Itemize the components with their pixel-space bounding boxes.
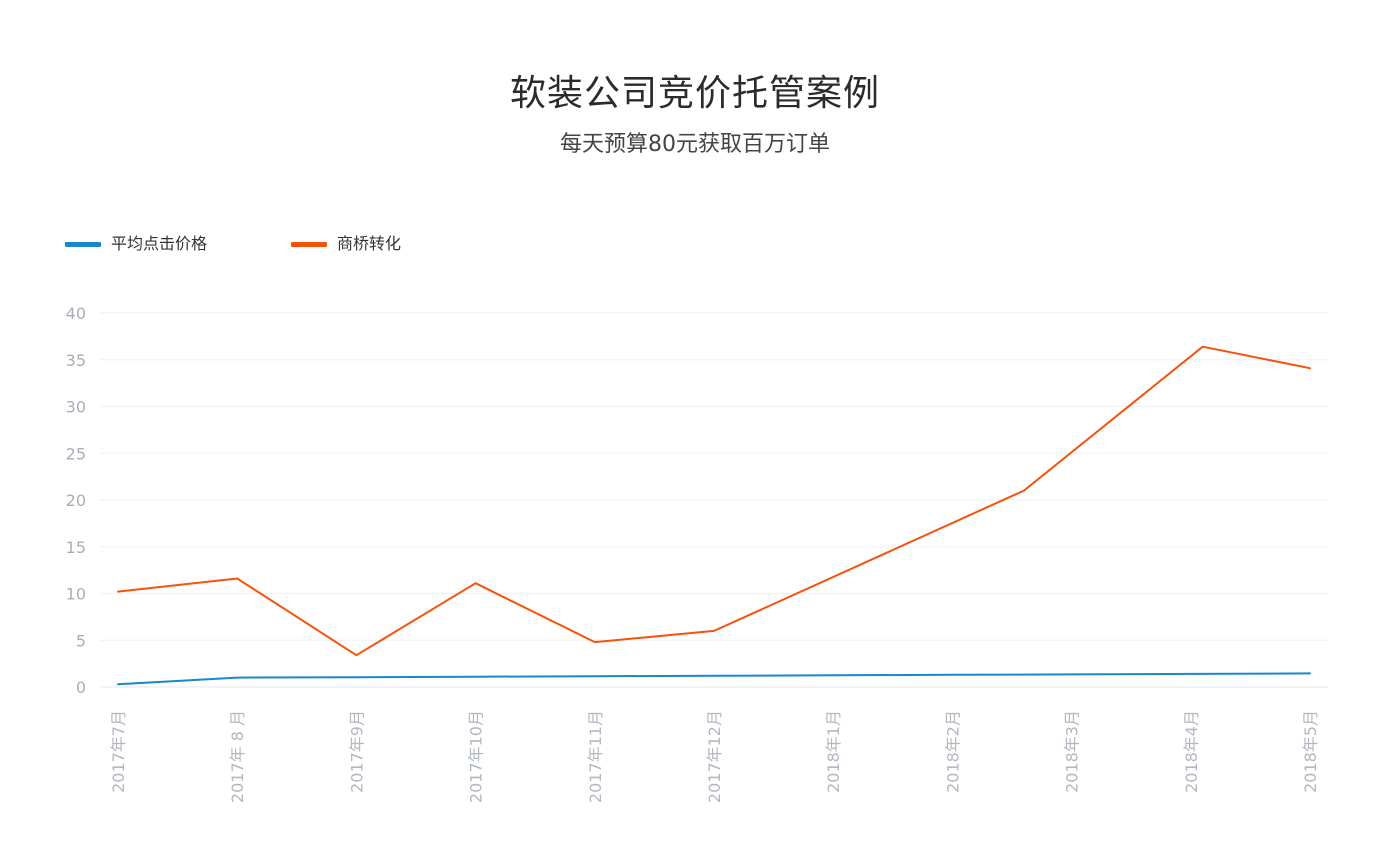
y-axis-labels: 0 5 10 15 20 25 30 35 40 [66,304,86,697]
series-line-conversion[interactable] [117,345,1311,657]
legend-label: 商桥转化 [337,234,402,253]
chart-title: 软装公司竞价托管案例 [509,73,880,114]
x-tick-label: 2017年10月 [467,710,486,803]
y-tick-label: 20 [66,491,86,510]
x-tick-label: 2017年 8 月 [228,710,247,803]
y-tick-label: 30 [66,398,86,417]
legend-swatch-avg-click-price [65,242,101,247]
y-tick-label: 25 [66,444,86,463]
x-tick-label: 2017年11月 [586,710,605,803]
x-tick-label: 2018年2月 [943,710,962,793]
x-tick-label: 2017年9月 [347,710,366,793]
y-tick-label: 40 [66,304,86,323]
series-lines [117,345,1311,686]
x-tick-label: 2018年3月 [1063,710,1082,793]
chart-subtitle: 每天预算80元获取百万订单 [560,132,830,157]
grid-lines [100,312,1328,688]
x-tick-label: 2018年4月 [1182,710,1201,793]
y-tick-label: 5 [76,631,86,650]
y-tick-label: 0 [76,678,86,697]
y-tick-label: 15 [66,538,86,557]
x-tick-label: 2018年5月 [1301,710,1320,793]
x-tick-label: 2017年7月 [109,710,128,793]
legend-item-conversion[interactable]: 商桥转化 [291,232,401,256]
y-tick-label: 35 [66,351,86,370]
x-tick-label: 2018年1月 [824,710,843,793]
legend-swatch-conversion [291,242,327,247]
legend-label: 平均点击价格 [111,234,208,253]
y-tick-label: 10 [66,585,86,604]
x-axis-labels: 2017年7月 2017年 8 月 2017年9月 2017年10月 2017年11月 2… [109,710,1320,803]
x-tick-label: 2017年12月 [705,710,724,803]
series-line-avg-click-price[interactable] [117,672,1311,686]
legend-item-avg-click-price[interactable]: 平均点击价格 [65,232,207,256]
